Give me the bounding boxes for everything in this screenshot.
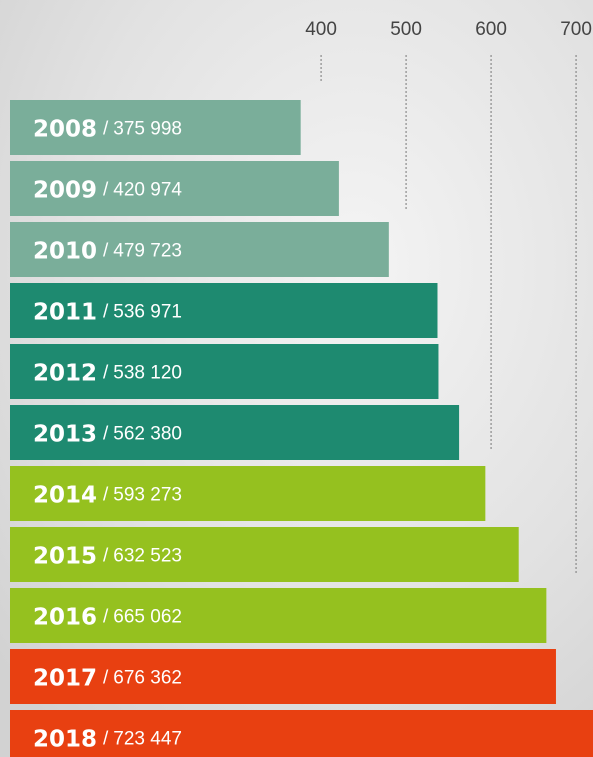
bar-label: 2017 /676 362 [33, 665, 182, 691]
bar [10, 649, 556, 704]
separator: / [103, 668, 109, 689]
value-label: 723 447 [113, 729, 182, 750]
value-label: 632 523 [113, 546, 182, 567]
year-label: 2011 [33, 299, 97, 325]
bar-label: 2011 /536 971 [33, 299, 182, 325]
x-tick-label: 400 [305, 19, 337, 40]
value-label: 562 380 [113, 424, 182, 445]
year-label: 2018 [33, 726, 97, 752]
bar [10, 405, 460, 460]
value-label: 593 273 [113, 485, 182, 506]
separator: / [103, 729, 109, 750]
value-label: 536 971 [113, 302, 182, 323]
value-label: 375 998 [113, 119, 182, 140]
separator: / [103, 546, 109, 567]
separator: / [103, 424, 109, 445]
bar-label: 2016 /665 062 [33, 604, 182, 630]
value-label: 676 362 [113, 668, 182, 689]
year-label: 2016 [33, 604, 97, 630]
bar-label: 2012 /538 120 [33, 360, 182, 386]
bar [10, 222, 389, 277]
separator: / [103, 180, 109, 201]
separator: / [103, 241, 109, 262]
year-label: 2014 [33, 482, 97, 508]
separator: / [103, 119, 109, 140]
year-label: 2017 [33, 665, 97, 691]
separator: / [103, 302, 109, 323]
x-tick-label: 600 [475, 19, 507, 40]
year-label: 2013 [33, 421, 97, 447]
separator: / [103, 607, 109, 628]
year-label: 2009 [33, 177, 97, 203]
bar [10, 527, 519, 582]
year-label: 2008 [33, 116, 97, 142]
bar-label: 2013 /562 380 [33, 421, 182, 447]
bar [10, 588, 547, 643]
bar-label: 2010 /479 723 [33, 238, 182, 264]
value-label: 479 723 [113, 241, 182, 262]
value-label: 665 062 [113, 607, 182, 628]
separator: / [103, 485, 109, 506]
bar-label: 2015 /632 523 [33, 543, 182, 569]
bar-label: 2008 /375 998 [33, 116, 182, 142]
bar [10, 161, 339, 216]
bar [10, 344, 439, 399]
bar-label: 2018 /723 447 [33, 726, 182, 752]
bar [10, 466, 486, 521]
bar-label: 2009 /420 974 [33, 177, 182, 203]
value-label: 420 974 [113, 180, 182, 201]
x-tick-label: 700 [560, 19, 592, 40]
separator: / [103, 363, 109, 384]
year-label: 2015 [33, 543, 97, 569]
x-tick-label: 500 [390, 19, 422, 40]
year-label: 2012 [33, 360, 97, 386]
bar [10, 100, 301, 155]
value-label: 538 120 [113, 363, 182, 384]
bar [10, 710, 593, 757]
bar-label: 2014 /593 273 [33, 482, 182, 508]
year-label: 2010 [33, 238, 97, 264]
bar [10, 283, 438, 338]
